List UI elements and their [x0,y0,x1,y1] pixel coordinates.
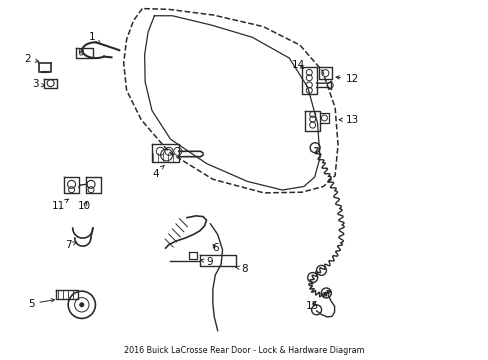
Text: 9: 9 [200,257,212,267]
Text: 4: 4 [152,165,163,179]
Text: 13: 13 [338,115,359,125]
Text: 1: 1 [89,32,101,44]
Text: 5: 5 [28,299,55,309]
Text: 8: 8 [235,264,247,274]
Text: 6: 6 [211,243,218,253]
Text: 11: 11 [52,199,68,211]
Circle shape [80,303,84,307]
Text: 12: 12 [335,74,359,84]
Text: 10: 10 [78,201,91,211]
Text: 2016 Buick LaCrosse Rear Door - Lock & Hardware Diagram: 2016 Buick LaCrosse Rear Door - Lock & H… [124,346,364,355]
Text: 15: 15 [305,301,319,311]
Text: 14: 14 [291,59,304,69]
Text: 2: 2 [24,54,39,64]
Text: 7: 7 [65,240,77,250]
Text: 3: 3 [32,79,44,89]
